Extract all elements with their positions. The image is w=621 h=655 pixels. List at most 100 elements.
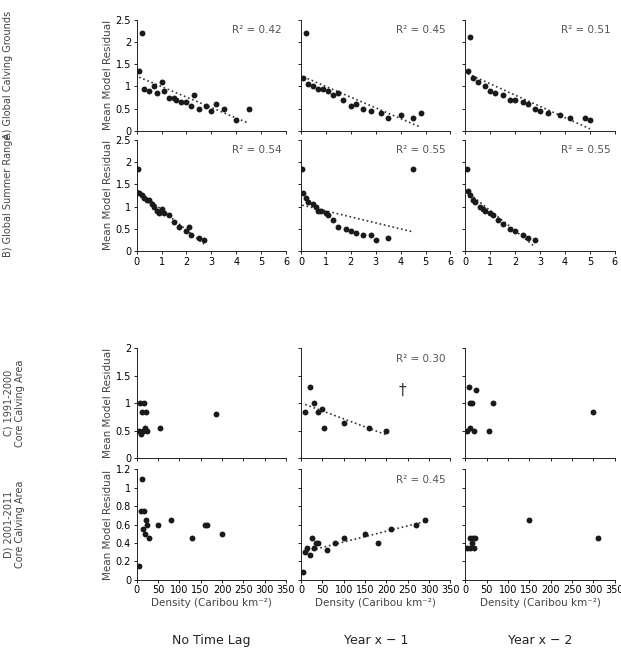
Point <box>366 105 376 116</box>
Point <box>139 193 149 203</box>
Point <box>159 86 169 96</box>
Point <box>478 204 487 214</box>
Point <box>301 547 310 557</box>
Point <box>484 426 494 436</box>
Point <box>524 515 534 525</box>
Point <box>211 99 221 109</box>
Point <box>301 28 311 38</box>
Text: R² = 0.42: R² = 0.42 <box>232 25 281 35</box>
Point <box>371 234 381 245</box>
Point <box>351 228 361 238</box>
Point <box>468 72 478 83</box>
Point <box>381 426 391 436</box>
Point <box>166 515 176 525</box>
Point <box>411 519 421 530</box>
Point <box>415 108 425 119</box>
X-axis label: Density (Caribou km⁻²): Density (Caribou km⁻²) <box>315 598 436 608</box>
Point <box>301 406 310 417</box>
Point <box>153 519 163 530</box>
Point <box>140 529 150 539</box>
Point <box>134 426 143 436</box>
Point <box>301 193 311 203</box>
Y-axis label: Mean Model Residual: Mean Model Residual <box>103 140 113 250</box>
Point <box>243 103 253 114</box>
Point <box>386 524 396 534</box>
Point <box>307 533 317 544</box>
Point <box>181 97 191 107</box>
Point <box>338 533 348 544</box>
Point <box>319 83 329 94</box>
Text: R² = 0.55: R² = 0.55 <box>561 145 610 155</box>
Point <box>187 533 197 544</box>
Point <box>580 112 590 122</box>
Point <box>465 190 475 200</box>
Point <box>302 542 312 553</box>
Point <box>523 99 533 109</box>
Point <box>565 112 575 122</box>
Point <box>469 533 479 544</box>
Point <box>164 92 174 103</box>
Point <box>164 210 174 221</box>
Point <box>346 101 356 111</box>
Point <box>152 88 161 98</box>
Point <box>317 403 327 414</box>
Point <box>309 542 319 553</box>
Point <box>465 423 474 434</box>
Point <box>467 398 477 409</box>
Text: R² = 0.54: R² = 0.54 <box>232 145 281 155</box>
Point <box>468 533 478 544</box>
Point <box>467 538 477 548</box>
Point <box>592 533 602 544</box>
Point <box>488 398 498 409</box>
Point <box>217 529 227 539</box>
Point <box>139 506 149 516</box>
Point <box>366 231 376 241</box>
Point <box>311 201 321 212</box>
Point <box>137 474 147 484</box>
Point <box>535 105 545 116</box>
Point <box>518 231 528 241</box>
Text: R² = 0.45: R² = 0.45 <box>396 475 446 485</box>
Point <box>147 199 156 210</box>
Point <box>314 206 324 216</box>
Point <box>206 105 216 116</box>
Point <box>202 519 212 530</box>
Point <box>137 28 147 38</box>
Point <box>201 101 211 111</box>
Text: Year x − 2: Year x − 2 <box>508 634 573 647</box>
Point <box>333 221 343 232</box>
Point <box>313 538 323 548</box>
Point <box>480 81 490 92</box>
Point <box>133 164 143 174</box>
Point <box>330 538 340 548</box>
Point <box>297 164 307 174</box>
Point <box>186 101 196 111</box>
Point <box>396 110 406 121</box>
Point <box>141 406 151 417</box>
Point <box>144 195 154 205</box>
Y-axis label: Mean Model Residual: Mean Model Residual <box>103 470 113 580</box>
Point <box>299 188 309 198</box>
Point <box>174 221 184 232</box>
Point <box>298 567 308 578</box>
Point <box>200 519 210 530</box>
Point <box>383 233 393 243</box>
Point <box>360 529 370 539</box>
Point <box>505 223 515 234</box>
Point <box>473 77 483 87</box>
Point <box>322 545 332 555</box>
Point <box>485 86 495 96</box>
Point <box>309 199 319 210</box>
Point <box>313 406 323 417</box>
Point <box>314 83 324 94</box>
Point <box>346 226 356 236</box>
Point <box>134 188 144 198</box>
Point <box>463 542 473 553</box>
Point <box>510 94 520 105</box>
Point <box>189 90 199 101</box>
Point <box>543 108 553 119</box>
Point <box>139 398 149 409</box>
Point <box>463 186 473 196</box>
Point <box>142 195 152 205</box>
Point <box>159 208 169 219</box>
